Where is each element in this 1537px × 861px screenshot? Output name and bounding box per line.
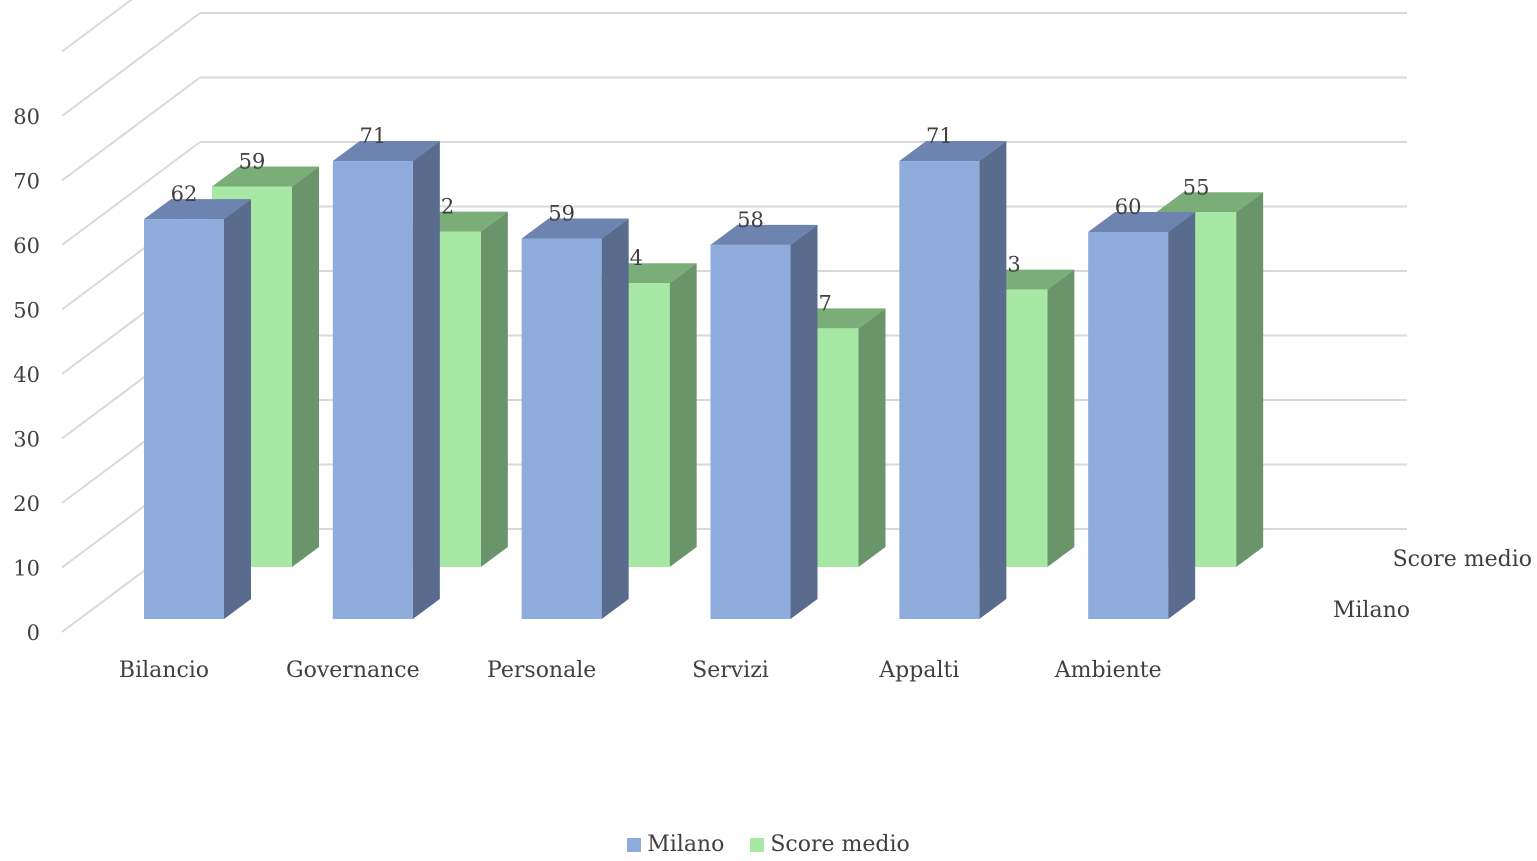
bar-side-governance-milano <box>412 141 440 620</box>
y-tick-label: 0 <box>27 621 40 645</box>
y-tick-label: 80 <box>13 105 40 129</box>
legend-swatch-score-medio <box>750 837 765 852</box>
data-label-personale-milano: 59 <box>548 201 575 225</box>
bar-top-bilancio-score-medio <box>212 166 319 187</box>
data-label-servizi-milano: 58 <box>737 208 764 232</box>
bar-appalti-milano <box>899 161 980 620</box>
bar-top-governance-milano <box>332 141 440 162</box>
legend: Milano Score medio <box>0 832 1537 857</box>
y-tick-label: 30 <box>13 428 40 452</box>
depth-label-milano: Milano <box>1333 598 1410 623</box>
bar-side-bilancio-milano <box>224 199 251 619</box>
y-tick-label: 50 <box>13 299 40 323</box>
data-label-governance-milano: 71 <box>359 124 386 148</box>
bar-top-appalti-milano <box>899 141 1007 162</box>
bar-side-appalti-score-medio <box>1047 269 1075 567</box>
gridline-diagonal <box>61 76 201 182</box>
y-tick-label: 60 <box>13 234 40 258</box>
legend-label-milano: Milano <box>647 832 725 857</box>
x-tick-label: Appalti <box>878 658 959 683</box>
data-label-ambiente-score-medio: 55 <box>1183 175 1210 199</box>
bar-top-servizi-milano <box>710 224 818 245</box>
x-tick-label: Servizi <box>692 658 769 683</box>
y-tick-label: 10 <box>13 557 40 581</box>
bar-side-bilancio-score-medio <box>292 166 319 567</box>
x-tick-label: Bilancio <box>119 658 209 683</box>
y-tick-label: 70 <box>13 170 40 194</box>
bar-side-ambiente-milano <box>1168 212 1196 619</box>
bar-side-servizi-score-medio <box>858 308 886 567</box>
bar-servizi-milano <box>710 244 791 619</box>
data-label-bilancio-milano: 62 <box>171 182 198 206</box>
data-label-ambiente-milano: 60 <box>1115 195 1142 219</box>
bar-top-ambiente-milano <box>1088 212 1196 232</box>
y-tick-label: 20 <box>13 492 40 516</box>
legend-item-score-medio[interactable]: Score medio <box>750 832 910 857</box>
gridline-diagonal <box>61 12 201 117</box>
gridline-diagonal <box>61 141 201 246</box>
bar-side-servizi-milano <box>790 224 818 619</box>
bar-side-governance-score-medio <box>480 211 508 567</box>
bar-top-bilancio-milano <box>144 199 251 220</box>
bar-bilancio-milano <box>144 219 224 619</box>
bar-side-ambiente-score-medio <box>1236 192 1264 567</box>
bar-ambiente-milano <box>1088 232 1169 619</box>
legend-label-score-medio: Score medio <box>770 832 910 857</box>
data-label-appalti-milano: 71 <box>926 124 953 148</box>
legend-item-milano[interactable]: Milano <box>627 832 724 857</box>
bar-governance-milano <box>332 161 413 620</box>
depth-label-score-medio: Score medio <box>1393 547 1532 572</box>
x-tick-label: Governance <box>286 658 420 683</box>
bar-top-ambiente-score-medio <box>1156 192 1264 213</box>
data-label-bilancio-score-medio: 59 <box>239 149 266 173</box>
bar-side-appalti-milano <box>979 141 1007 620</box>
x-tick-label: Ambiente <box>1054 658 1162 683</box>
bar-personale-milano <box>521 238 602 619</box>
x-tick-label: Personale <box>487 658 596 683</box>
bar-side-personale-milano <box>601 218 629 619</box>
legend-swatch-milano <box>627 837 642 852</box>
bar-side-personale-score-medio <box>669 263 697 567</box>
bar-top-personale-milano <box>521 218 629 239</box>
gridline-diagonal <box>61 0 133 53</box>
y-tick-label: 40 <box>13 363 40 387</box>
